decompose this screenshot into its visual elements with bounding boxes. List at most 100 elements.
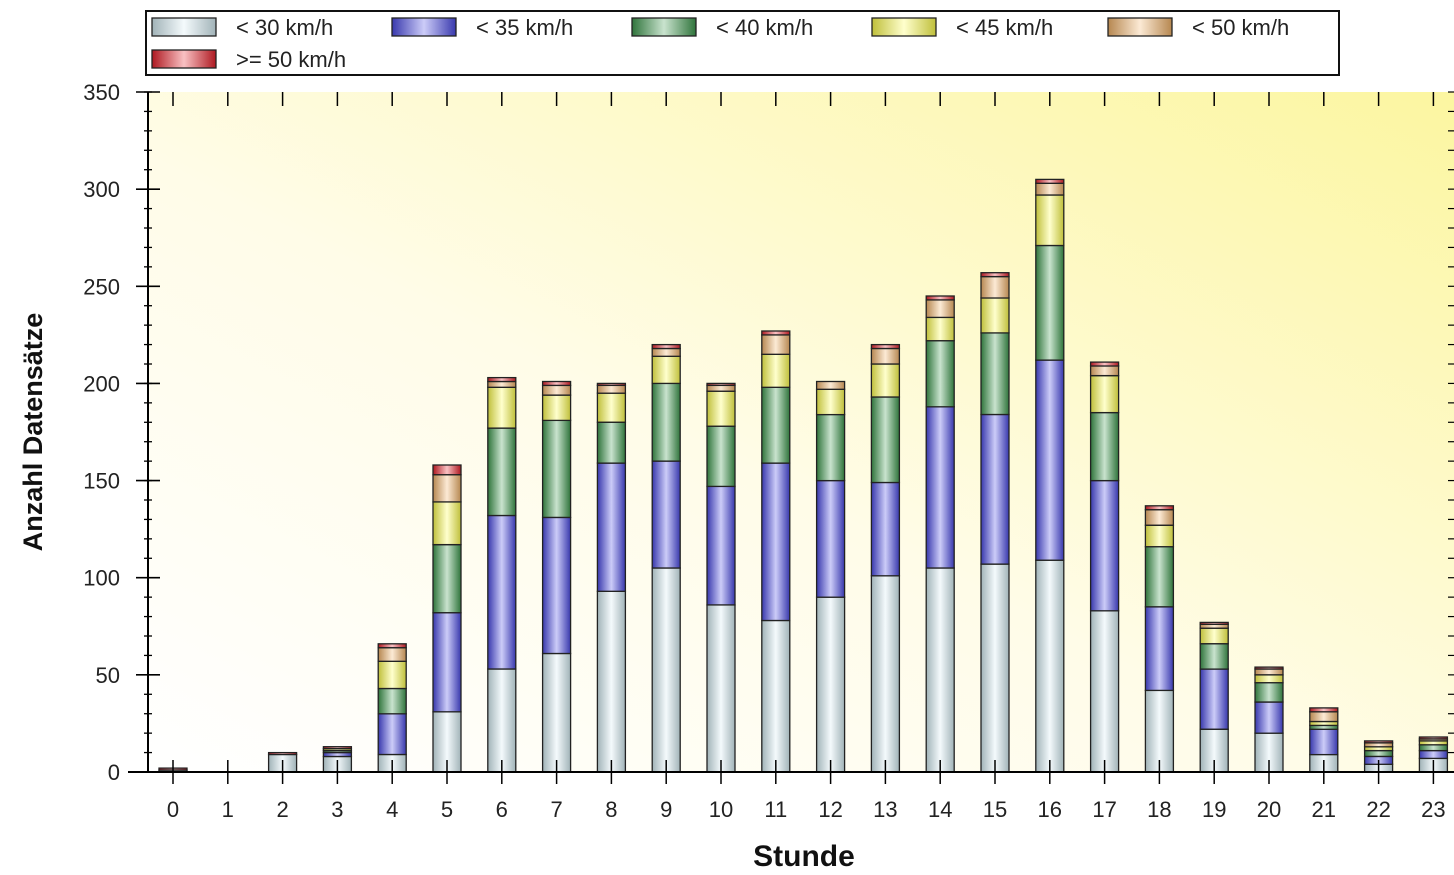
- bar-segment: [651, 460, 681, 569]
- bar-segment: [267, 751, 298, 756]
- bar-segment: [980, 332, 1010, 416]
- legend-swatch: [631, 17, 697, 37]
- legend-swatch: [391, 17, 457, 37]
- bar-segment: [870, 347, 901, 365]
- bar-segment: [761, 353, 791, 388]
- y-tick-label: 0: [108, 760, 120, 785]
- bar-segment: [1254, 668, 1284, 676]
- bar-segment: [1363, 742, 1394, 748]
- x-tick-label: 13: [873, 797, 897, 822]
- legend-swatch: [871, 17, 937, 37]
- bar-segment: [651, 355, 681, 385]
- bar-segment: [1254, 674, 1284, 684]
- bar-segment: [1144, 689, 1175, 773]
- bar-segment: [815, 388, 846, 416]
- bar-segment: [925, 316, 955, 342]
- bar-segment: [1418, 736, 1449, 740]
- bar-segment: [541, 394, 572, 422]
- bar-segment: [761, 334, 791, 355]
- y-tick-label: 100: [83, 566, 120, 591]
- bar-segment: [761, 330, 791, 336]
- bar-segment: [1199, 621, 1229, 625]
- bar-segment: [596, 382, 627, 386]
- x-tick-label: 0: [167, 797, 179, 822]
- bar-segment: [1089, 375, 1120, 414]
- bar-segment: [651, 347, 681, 357]
- plot-background: [148, 92, 1454, 772]
- bar-segment: [596, 421, 627, 464]
- bar-segment: [596, 590, 627, 773]
- bar-segment: [377, 687, 407, 715]
- legend-label: < 30 km/h: [236, 15, 333, 40]
- bar-segment: [1089, 479, 1120, 612]
- x-tick-label: 3: [331, 797, 343, 822]
- bar-segment: [596, 384, 627, 394]
- bar-segment: [1035, 194, 1065, 247]
- bar-segment: [870, 575, 901, 773]
- bar-segment: [815, 413, 846, 482]
- x-tick-label: 8: [605, 797, 617, 822]
- bar-segment: [541, 384, 572, 396]
- bar-segment: [541, 516, 572, 655]
- bar-segment: [487, 514, 517, 670]
- bar-segment: [1035, 559, 1065, 773]
- bar-segment: [1199, 643, 1229, 670]
- bar-segment: [706, 390, 736, 427]
- bar-segment: [706, 485, 736, 606]
- bar-segment: [377, 660, 407, 690]
- bar-segment: [925, 567, 955, 773]
- bar-segment: [432, 464, 462, 476]
- bar-segment: [432, 612, 462, 713]
- bar-segment: [761, 462, 791, 622]
- bar-segment: [432, 501, 462, 546]
- bar-segment: [1363, 740, 1394, 744]
- legend-label: < 40 km/h: [716, 15, 813, 40]
- bar-segment: [980, 275, 1010, 299]
- legend-label: < 45 km/h: [956, 15, 1053, 40]
- legend-swatch: [1107, 17, 1173, 37]
- legend-swatch: [151, 49, 217, 69]
- bar-segment: [706, 384, 736, 392]
- x-tick-label: 15: [983, 797, 1007, 822]
- legend-label: >= 50 km/h: [236, 47, 346, 72]
- bar-segment: [541, 380, 572, 387]
- bar-segment: [596, 392, 627, 423]
- x-tick-label: 19: [1202, 797, 1226, 822]
- bar-segment: [651, 343, 681, 350]
- bar-segment: [1309, 711, 1339, 723]
- x-tick-label: 9: [660, 797, 672, 822]
- x-tick-label: 1: [222, 797, 234, 822]
- bar-segment: [815, 380, 846, 390]
- bar-segment: [925, 295, 955, 301]
- bar-segment: [980, 413, 1010, 565]
- bar-segment: [1254, 666, 1284, 670]
- bar-segment: [1309, 707, 1339, 713]
- bar-segment: [1418, 744, 1449, 752]
- bar-segment: [870, 396, 901, 484]
- bar-segment: [1199, 668, 1229, 730]
- x-tick-label: 10: [709, 797, 733, 822]
- legend-swatch: [151, 17, 217, 37]
- x-tick-label: 5: [441, 797, 453, 822]
- x-tick-label: 23: [1421, 797, 1445, 822]
- bar-segment: [1035, 359, 1065, 561]
- x-tick-label: 11: [764, 797, 787, 822]
- bar-segment: [541, 652, 572, 773]
- bar-segment: [541, 419, 572, 519]
- bar-segment: [1035, 178, 1065, 184]
- bar-segment: [487, 380, 517, 388]
- x-tick-label: 16: [1038, 797, 1062, 822]
- x-axis-title: Stunde: [753, 840, 855, 873]
- bar-segment: [1144, 545, 1175, 608]
- x-tick-label: 20: [1257, 797, 1281, 822]
- bar-segment: [815, 479, 846, 598]
- bar-segment: [487, 376, 517, 383]
- legend-label: < 50 km/h: [1192, 15, 1289, 40]
- bar-segment: [761, 386, 791, 464]
- bar-segment: [1089, 610, 1120, 773]
- bar-segment: [1254, 681, 1284, 703]
- y-tick-label: 350: [83, 80, 120, 105]
- x-tick-label: 17: [1092, 797, 1116, 822]
- bar-segment: [1035, 182, 1065, 196]
